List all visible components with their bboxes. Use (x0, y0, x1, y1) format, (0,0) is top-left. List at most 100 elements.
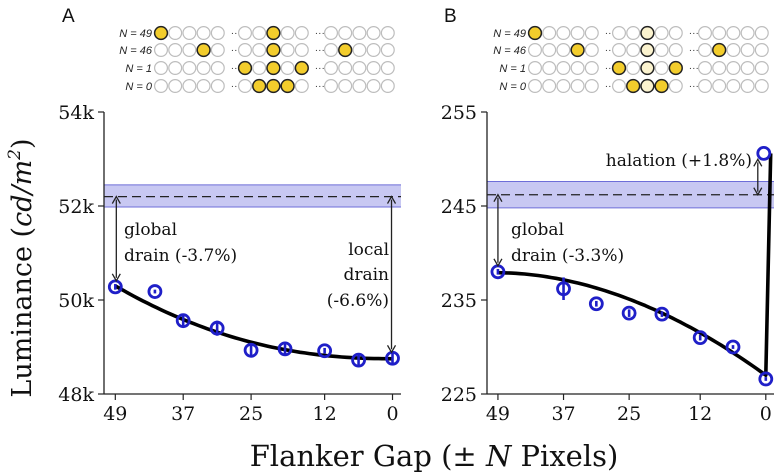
flanker-dot-off (168, 42, 183, 57)
flanker-dot-off (570, 26, 585, 41)
y-tick-label: 255 (441, 102, 477, 124)
data-point (758, 371, 774, 387)
annotation-text: drain (-3.3%) (511, 246, 624, 266)
panel-b-condition-diagram: N = 49 ··· ··· N = 46 ··· ··· N = 1 ··· ··· N = 0… (493, 25, 769, 94)
x-tick-label: 49 (486, 403, 510, 425)
ellipsis: ··· (231, 63, 241, 74)
flanker-dot-on (266, 60, 281, 76)
flanker-dot-off (626, 26, 641, 41)
target-dot (640, 25, 655, 41)
flanker-dot-off (352, 42, 367, 57)
flanker-dot-off (740, 42, 755, 57)
flanker-dot-off (210, 60, 225, 75)
flanker-dot-off (182, 42, 197, 57)
flanker-dot-off (626, 42, 641, 57)
data-point (756, 145, 772, 161)
x-tick-label: 0 (386, 403, 398, 425)
flanker-dot-on (712, 42, 727, 58)
data-point (277, 341, 293, 357)
y-tick-label: 50k (58, 290, 94, 312)
y-axis-label: Luminance (cd/m2) (5, 138, 38, 397)
ellipsis: ··· (605, 63, 615, 74)
ellipsis: ··· (605, 45, 615, 56)
ellipsis: ··· (315, 63, 325, 74)
ellipsis: ··· (315, 28, 325, 39)
condition-label: N = 49 (119, 28, 152, 40)
flanker-dot-off (380, 26, 395, 41)
annotation-arrow-head (111, 273, 121, 283)
data-point (243, 342, 259, 358)
flanker-dot-off (280, 26, 295, 41)
flanker-dot-off (238, 42, 253, 57)
x-tick-label: 37 (551, 403, 575, 425)
flanker-dot-off (556, 26, 571, 41)
flanker-dot-on (266, 25, 281, 41)
data-point (621, 305, 637, 321)
flanker-dot-off (294, 42, 309, 57)
flanker-dot-off (154, 42, 169, 57)
condition-label: N = 0 (125, 81, 152, 93)
flanker-dot-off (238, 26, 253, 41)
flanker-dot-off (380, 60, 395, 75)
flanker-dot-off (366, 60, 381, 75)
annotation-text: drain (-3.7%) (124, 246, 237, 266)
flanker-dot-on (338, 42, 353, 58)
annotation-arrow-head (493, 193, 503, 203)
flanker-dot-off (210, 42, 225, 57)
y-tick-label: 48k (58, 384, 94, 406)
y-tick-label: 235 (441, 290, 477, 312)
panel-a-condition-diagram: N = 49 ··· ··· N = 46 ··· ··· N = 1 ··· ··· N = 0… (119, 25, 395, 94)
flanker-dot-off (196, 78, 211, 93)
x-axis-label: Flanker Gap (± N Pixels) (250, 439, 619, 473)
flanker-dot-off (654, 42, 669, 57)
data-point (175, 313, 191, 329)
flanker-dot-off (726, 78, 741, 93)
annotation-arrow-head (386, 195, 397, 204)
annotation-arrow-head (386, 344, 397, 354)
flanker-dot-off (352, 26, 367, 41)
flanker-dot-off (154, 60, 169, 75)
flanker-dot-off (238, 78, 253, 93)
data-point (556, 281, 571, 297)
panel-a: A N = 49 ··· ···N = 46 ··· ···N = 1 ··· ···N =… (58, 6, 401, 425)
flanker-dot-off (668, 42, 683, 57)
flanker-dot-off (712, 78, 727, 93)
flanker-dot-off (626, 60, 641, 75)
flanker-dot-off (584, 42, 599, 57)
ellipsis: ··· (231, 45, 241, 56)
flanker-dot-off (754, 60, 769, 75)
flanker-dot-off (668, 26, 683, 41)
flanker-dot-off (740, 60, 755, 75)
flanker-dot-off (611, 42, 626, 57)
annotation-text: local (348, 240, 389, 260)
flanker-dot-off (324, 78, 339, 93)
flanker-dot-off (252, 60, 267, 75)
flanker-dot-off (182, 78, 197, 93)
flanker-dot-off (697, 60, 712, 75)
data-point (209, 320, 225, 336)
flanker-dot-off (697, 78, 712, 93)
flanker-dot-off (294, 26, 309, 41)
flanker-dot-off (366, 42, 381, 57)
ellipsis: ··· (689, 63, 699, 74)
ellipsis: ··· (605, 81, 615, 92)
annotation-arrow-head (753, 158, 763, 167)
flanker-dot-off (196, 26, 211, 41)
flanker-dot-off (280, 60, 295, 75)
flanker-dot-off (556, 78, 571, 93)
flanker-dot-off (210, 26, 225, 41)
flanker-dot-off (154, 78, 169, 93)
flanker-dot-on (153, 25, 169, 41)
flanker-dot-off (697, 42, 712, 57)
flanker-dot-on (570, 42, 585, 58)
ellipsis: ··· (315, 45, 325, 56)
condition-label: N = 1 (125, 63, 152, 75)
flanker-dot-on (294, 60, 309, 76)
ellipsis: ··· (689, 45, 699, 56)
flanker-dot-off (252, 26, 267, 41)
x-tick-label: 37 (171, 403, 195, 425)
flanker-dot-off (168, 26, 183, 41)
flanker-dot-off (338, 78, 353, 93)
data-point (147, 284, 163, 299)
flanker-dot-off (366, 26, 381, 41)
